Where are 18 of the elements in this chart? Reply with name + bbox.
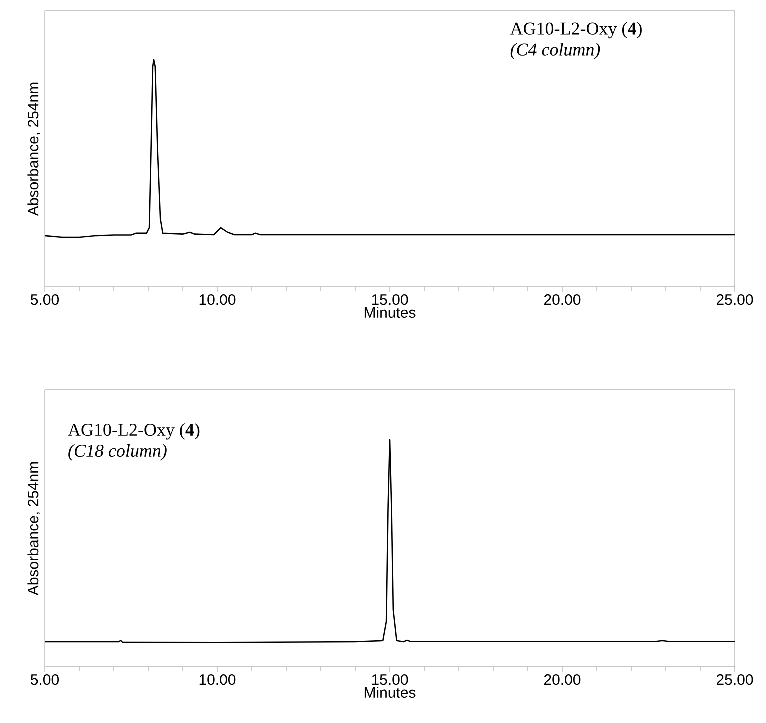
x-tick-label: 20.00	[544, 674, 581, 686]
x-tick-label: 25.00	[716, 294, 754, 306]
x-tick-label: 20.00	[544, 294, 581, 306]
x-tick-label: 25.00	[716, 674, 754, 686]
text: AG10-L2-Oxy (4)	[68, 423, 200, 440]
x-tick-label: 5.00	[31, 674, 60, 686]
text: AG10-L2-Oxy (4)	[510, 22, 642, 39]
y-axis-title: Absorbance, 254nm	[28, 82, 40, 216]
x-tick-label: 15.00	[372, 674, 408, 686]
x-tick-label: 10.00	[200, 674, 236, 686]
x-axis-title: Minutes	[364, 307, 416, 318]
text: (C4 column)	[510, 43, 600, 60]
y-axis-title: Absorbance, 254nm	[28, 462, 40, 596]
x-axis-title: Minutes	[364, 687, 416, 698]
x-tick-label: 15.00	[372, 294, 408, 306]
x-tick-label: 5.00	[31, 294, 60, 306]
x-tick-label: 10.00	[200, 294, 236, 306]
annotation: (C18 column)	[68, 444, 167, 461]
